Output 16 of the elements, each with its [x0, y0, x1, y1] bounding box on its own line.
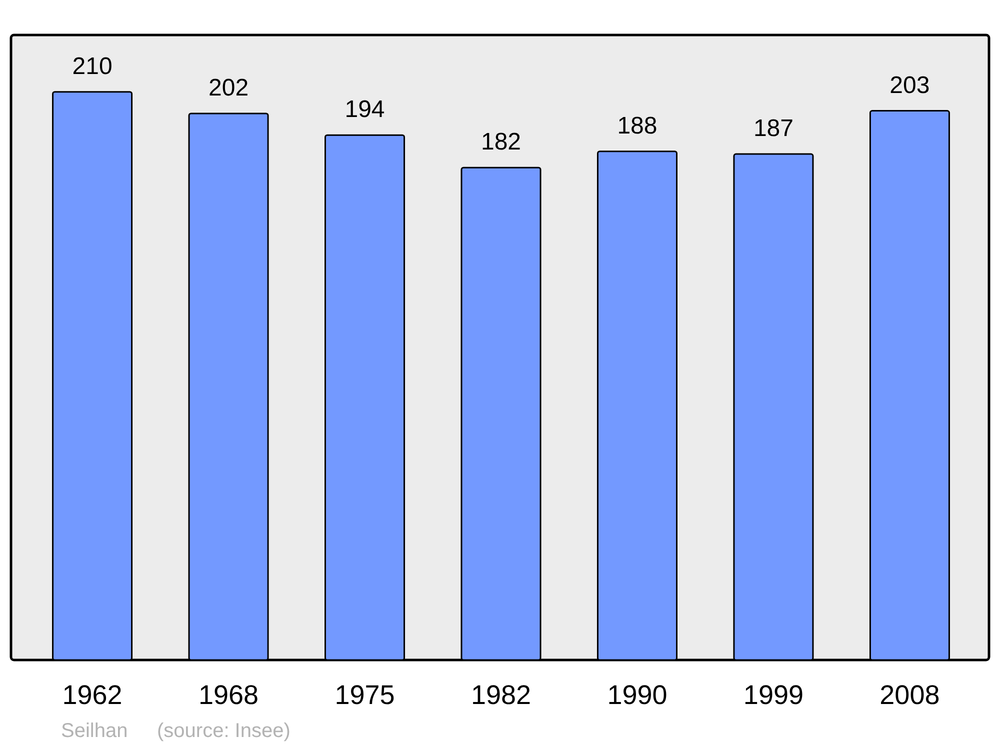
- data-label: 203: [890, 72, 930, 99]
- data-label: 194: [344, 96, 385, 124]
- x-tick-label: 1999: [743, 680, 804, 710]
- x-tick-label: 1990: [607, 680, 668, 710]
- x-tick-label: 1982: [470, 680, 532, 710]
- data-label: 187: [753, 115, 794, 142]
- x-tick-label: 1968: [198, 680, 259, 710]
- x-tick-label: 2008: [880, 680, 940, 710]
- data-label: 188: [617, 112, 658, 140]
- text: (source: Insee): [157, 720, 290, 742]
- data-label: 182: [480, 128, 522, 156]
- data-label: 202: [208, 74, 249, 102]
- x-tick-label: 1962: [62, 680, 122, 710]
- data-label: 210: [72, 52, 112, 80]
- text: Seilhan: [61, 720, 128, 742]
- x-tick-label: 1975: [334, 680, 395, 710]
